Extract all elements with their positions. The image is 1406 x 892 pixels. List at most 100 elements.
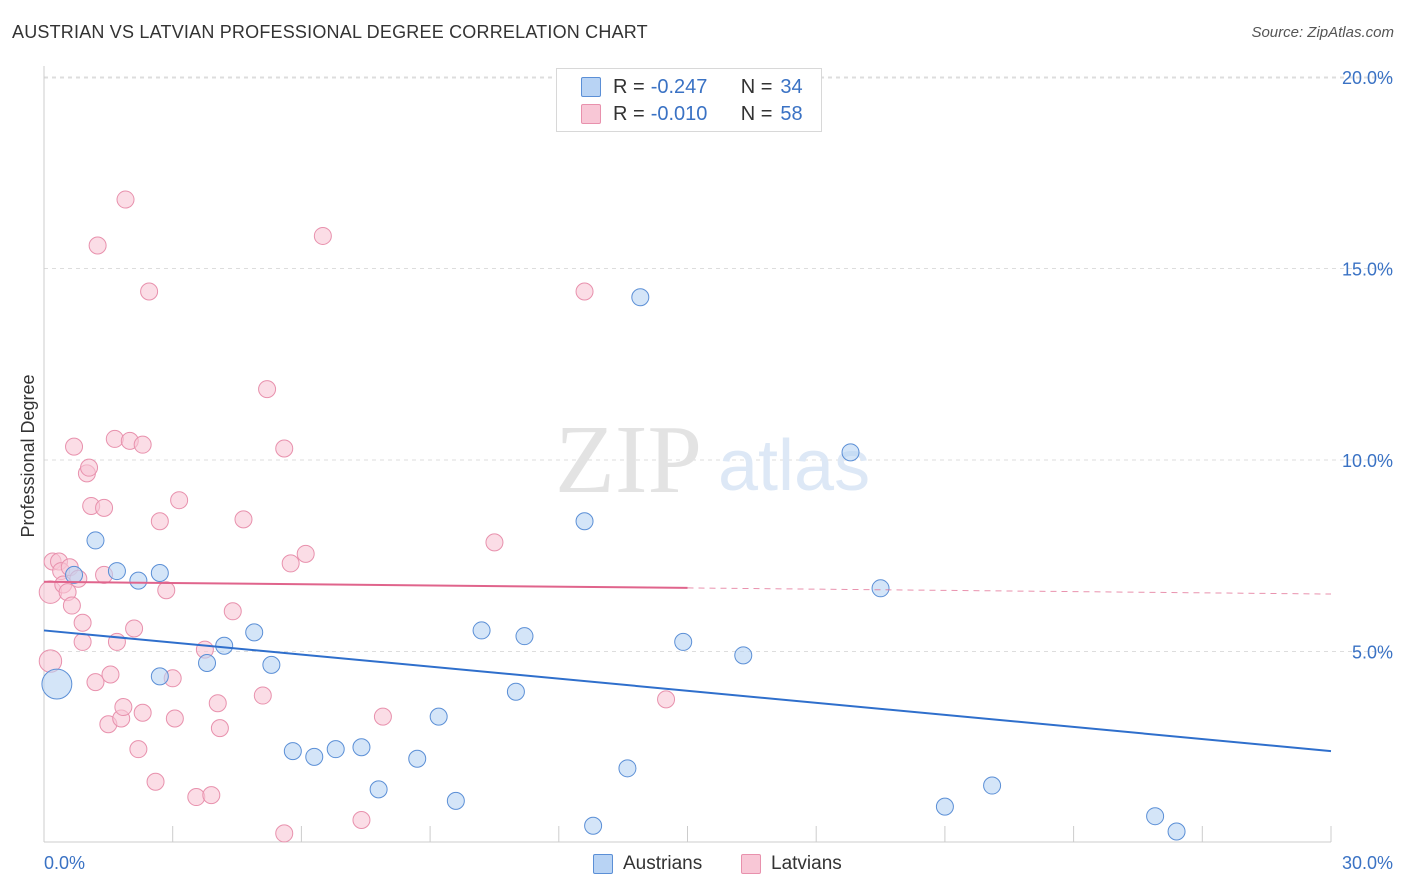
austrian-point xyxy=(198,653,217,672)
latvian-point xyxy=(116,190,135,209)
tick-labels: 5.0% 10.0% 15.0% 20.0% 0.0% 30.0% xyxy=(44,68,1393,873)
latvian-point xyxy=(170,491,189,510)
legend-swatch-latvians xyxy=(581,104,601,124)
latvian-point xyxy=(133,703,152,722)
austrian-point xyxy=(506,682,525,701)
latvian-point xyxy=(101,665,120,684)
gridlines xyxy=(44,76,1394,652)
austrian-point xyxy=(472,621,491,640)
legend-n-label: N = xyxy=(740,75,773,98)
austrian-point xyxy=(215,636,234,655)
austrian-point xyxy=(150,563,169,582)
latvian-point xyxy=(208,694,227,713)
latvian-point xyxy=(223,602,242,621)
austrian-point xyxy=(408,749,427,768)
latvian-point xyxy=(146,772,165,791)
latvian-point xyxy=(73,613,92,632)
latvian-point xyxy=(187,788,206,807)
legend-r-label: R = xyxy=(613,75,645,98)
austrian-point xyxy=(1167,822,1186,841)
austrian-point xyxy=(515,627,534,646)
austrian-point xyxy=(65,565,84,584)
latvian-point xyxy=(133,435,152,454)
trend-line-latvians xyxy=(43,580,688,589)
austrian-point xyxy=(429,707,448,726)
bottom-legend-swatch-austrians xyxy=(593,854,613,874)
latvian-point xyxy=(485,533,504,552)
legend-r-label: R = xyxy=(613,102,645,125)
axes xyxy=(43,66,1332,843)
bottom-legend-swatch-latvians xyxy=(741,854,761,874)
austrian-point xyxy=(1146,807,1165,826)
y-axis-label: Professional Degree xyxy=(18,374,38,537)
latvian-point xyxy=(140,282,159,301)
latvian-point xyxy=(165,709,184,728)
watermark-atlas: atlas xyxy=(718,426,870,506)
latvian-point xyxy=(234,510,253,529)
legend-n-label: N = xyxy=(740,102,773,125)
austrian-point xyxy=(446,791,465,810)
latvian-point xyxy=(281,554,300,573)
trend-lines xyxy=(43,580,1332,753)
latvian-point xyxy=(65,437,84,456)
austrian-point xyxy=(369,780,388,799)
correlation-legend: R = -0.247 N = 34 R = -0.010 N = 58 xyxy=(556,68,822,132)
austrian-point xyxy=(41,668,73,700)
legend-row-latvians: R = -0.010 N = 58 xyxy=(581,102,803,126)
chart-source: Source: ZipAtlas.com xyxy=(1251,24,1394,41)
austrian-point xyxy=(326,740,345,759)
y-tick-label: 20.0% xyxy=(1342,68,1393,88)
latvian-point xyxy=(80,458,99,477)
latvian-point xyxy=(129,740,148,759)
legend-n-value-austrians: 34 xyxy=(780,75,803,98)
watermark: ZIP atlas xyxy=(555,406,870,514)
latvian-point xyxy=(275,824,294,843)
austrian-point xyxy=(150,667,169,686)
austrian-point xyxy=(107,562,126,581)
latvian-point xyxy=(210,719,229,738)
austrian-point xyxy=(129,571,148,590)
trend-line-austrians xyxy=(43,629,1332,753)
austrian-point xyxy=(575,512,594,531)
austrian-point xyxy=(935,797,954,816)
latvian-point xyxy=(313,226,332,245)
austrian-point xyxy=(631,288,650,307)
y-tick-label: 5.0% xyxy=(1352,643,1393,663)
legend-n-value-latvians: 58 xyxy=(780,102,803,125)
x-tick-label-min: 0.0% xyxy=(44,853,85,873)
latvian-point xyxy=(352,811,371,830)
austrian-point xyxy=(352,738,371,757)
latvian-point xyxy=(202,786,221,805)
legend-r-value-latvians: -0.010 xyxy=(650,102,708,125)
x-tick-label-max: 30.0% xyxy=(1342,853,1393,873)
latvian-point xyxy=(157,581,176,600)
austrian-point xyxy=(262,655,281,674)
austrian-point xyxy=(245,623,264,642)
bottom-legend-label-austrians: Austrians xyxy=(623,853,703,874)
legend-row-austrians: R = -0.247 N = 34 xyxy=(581,75,803,99)
latvian-point xyxy=(88,236,107,255)
latvian-point xyxy=(253,686,272,705)
bottom-legend-austrians: Austrians xyxy=(593,852,702,876)
latvian-point xyxy=(296,544,315,563)
chart-title: AUSTRIAN VS LATVIAN PROFESSIONAL DEGREE … xyxy=(12,22,648,42)
latvian-point xyxy=(150,512,169,531)
latvian-point xyxy=(73,632,92,651)
austrian-point xyxy=(871,579,890,598)
austrian-point xyxy=(305,747,324,766)
y-tick-label: 15.0% xyxy=(1342,260,1393,280)
latvians-points xyxy=(38,190,676,843)
latvian-point xyxy=(95,498,114,517)
latvian-point xyxy=(62,596,81,615)
austrian-point xyxy=(283,742,302,761)
latvian-point xyxy=(373,707,392,726)
austrian-point xyxy=(734,646,753,665)
austrian-point xyxy=(86,531,105,550)
austrian-point xyxy=(618,759,637,778)
y-tick-label: 10.0% xyxy=(1342,451,1393,471)
bottom-legend-latvians: Latvians xyxy=(741,852,842,876)
latvian-point xyxy=(114,698,133,717)
austrian-point xyxy=(983,776,1002,795)
austrian-point xyxy=(674,632,693,651)
legend-swatch-austrians xyxy=(581,77,601,97)
